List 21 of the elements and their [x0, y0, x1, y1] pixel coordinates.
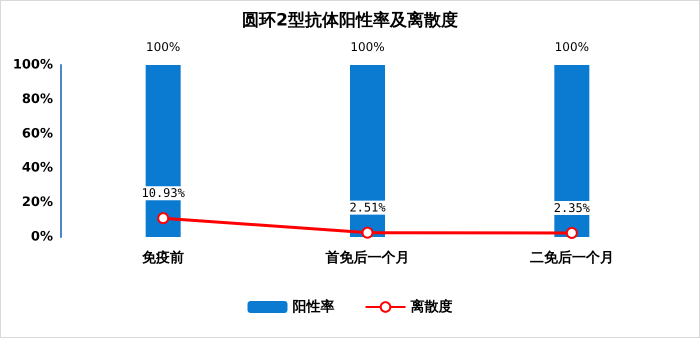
y-tick-label: 60% — [22, 126, 53, 142]
y-tick-label: 40% — [22, 160, 53, 176]
data-label: 100% — [350, 40, 385, 54]
x-tick-label: 免疫前 — [141, 249, 184, 266]
legend-label: 离散度 — [410, 298, 452, 315]
point — [362, 226, 374, 239]
point — [566, 226, 578, 239]
data-label: 2.51% — [349, 200, 386, 215]
data-label: 100% — [554, 40, 589, 54]
legend-label: 阳性率 — [292, 298, 334, 315]
data-label: 10.93% — [141, 186, 186, 200]
y-tick-label: 80% — [22, 92, 53, 107]
data-label: 100% — [146, 40, 180, 54]
y-tick-label: 20% — [22, 195, 53, 210]
y-tick-label: 100% — [12, 58, 53, 72]
chart-title: 圆环2型抗体阳性率及离散度 — [242, 10, 458, 30]
y-tick-label: 0% — [30, 230, 53, 244]
x-tick-label: 二免后一个月 — [530, 249, 614, 266]
data-label: 2.35% — [554, 200, 591, 215]
point — [157, 212, 170, 224]
x-tick-label: 首免后一个月 — [324, 249, 410, 266]
